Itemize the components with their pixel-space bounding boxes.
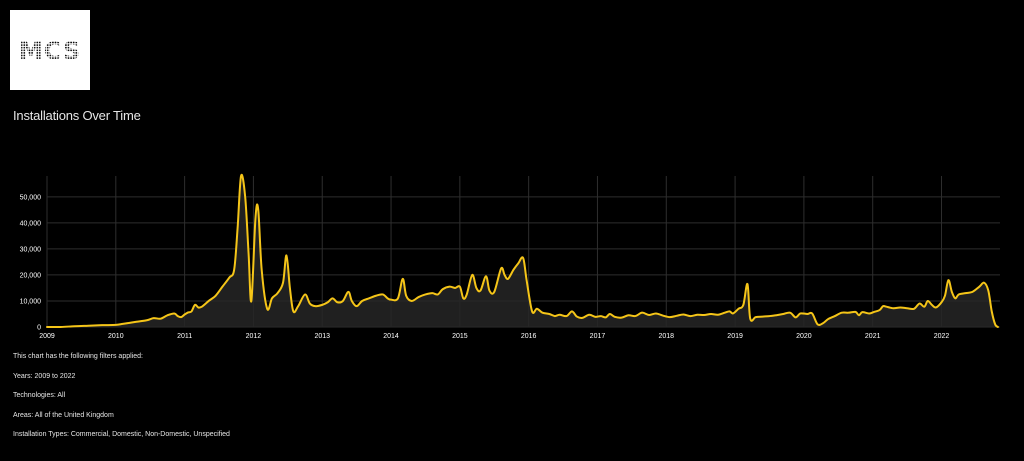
x-tick-label: 2019	[727, 333, 743, 340]
x-tick-label: 2014	[383, 333, 399, 340]
page-title: Installations Over Time	[13, 108, 141, 123]
filter-years: Years: 2009 to 2022	[13, 372, 76, 380]
x-tick-label: 2018	[658, 333, 674, 340]
axis-labels: 0 10,000 20,000 30,000 40,000 50,000 2009 2010 2…	[20, 194, 950, 340]
filters-heading: This chart has the following filters app…	[13, 353, 143, 360]
mcs-logo-dotted-text: MCS	[19, 37, 81, 65]
filters-panel: This chart has the following filters app…	[13, 352, 613, 450]
y-tick-label: 20,000	[20, 272, 42, 279]
x-tick-label: 2013	[314, 333, 330, 340]
series-area	[47, 174, 998, 327]
series-line-layer	[46, 173, 999, 328]
filter-areas: Areas: All of the United Kingdom	[13, 411, 114, 419]
y-tick-label: 10,000	[20, 298, 42, 305]
installations-chart: 0 10,000 20,000 30,000 40,000 50,000 2009 2010 2…	[0, 160, 1024, 350]
y-tick-label: 0	[37, 325, 41, 332]
x-tick-label: 2010	[108, 333, 124, 340]
x-tick-label: 2015	[452, 333, 468, 340]
logo-text: MCS	[19, 37, 81, 65]
y-tick-label: 30,000	[20, 246, 42, 253]
x-tick-label: 2016	[521, 333, 537, 340]
series-line	[46, 173, 999, 328]
x-tick-label: 2009	[39, 333, 55, 340]
x-tick-label: 2020	[796, 333, 812, 340]
mcs-logo[interactable]: MCS	[10, 10, 90, 90]
x-tick-label: 2022	[934, 333, 950, 340]
x-tick-label: 2017	[590, 333, 606, 340]
y-tick-label: 50,000	[20, 194, 42, 201]
x-tick-label: 2021	[865, 333, 881, 340]
filter-technologies: Technologies: All	[13, 392, 66, 399]
y-tick-label: 40,000	[20, 220, 42, 227]
filter-installation-types: Installation Types: Commercial, Domestic…	[13, 431, 230, 438]
chart-svg: 0 10,000 20,000 30,000 40,000 50,000 2009 2010 2…	[20, 173, 1000, 340]
area-layer	[47, 174, 998, 327]
x-tick-label: 2012	[246, 333, 262, 340]
x-tick-label: 2011	[177, 333, 192, 340]
